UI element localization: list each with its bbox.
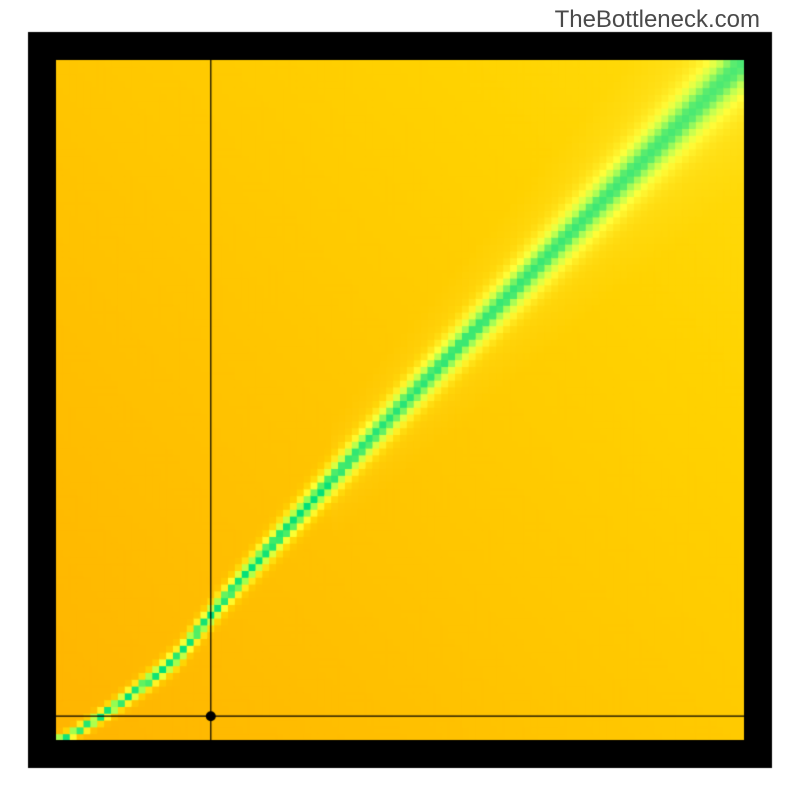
chart-container: TheBottleneck.com (0, 0, 800, 800)
bottleneck-heatmap (0, 0, 800, 800)
watermark-label: TheBottleneck.com (555, 6, 760, 34)
